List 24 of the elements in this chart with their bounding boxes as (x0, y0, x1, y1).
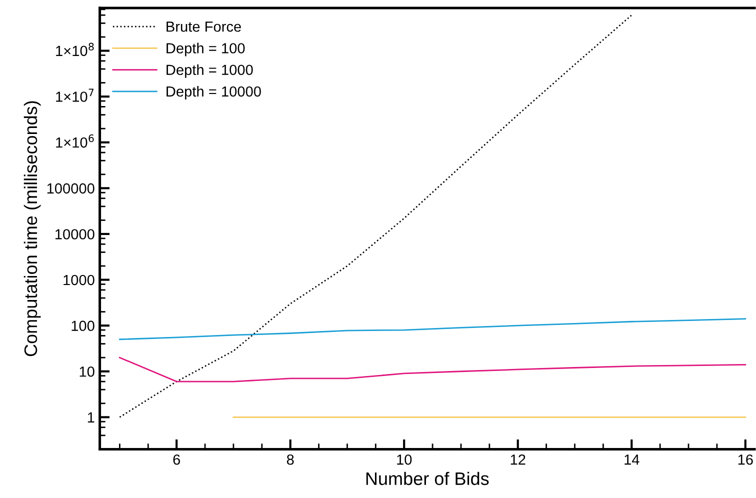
y-tick-label: 100000 (47, 183, 94, 194)
x-axis-title: Number of Bids (366, 472, 489, 486)
x-tick-label: 12 (510, 454, 526, 465)
y-tick-label: 1000 (64, 274, 94, 286)
legend-label: Brute Force (166, 22, 241, 32)
legend-label: Depth = 100 (166, 42, 245, 56)
y-tick-label: 1×10$^{6}$ (56, 134, 94, 148)
y-tick-label: 100 (72, 320, 94, 332)
y-tick-label: 1 (88, 412, 94, 422)
line-series (119, 356, 746, 382)
legend-label: Depth = 10000 (166, 86, 261, 100)
line-series (119, 14, 632, 418)
y-tick-label: 1×10$^{7}$ (56, 88, 94, 102)
legend-label: Depth = 1000 (166, 64, 253, 78)
x-tick-label: 14 (624, 454, 640, 465)
y-tick-label: 10 (80, 366, 94, 377)
x-tick-label: 16 (738, 454, 753, 465)
y-tick-label: 10000 (55, 229, 94, 240)
x-tick-label: 10 (397, 454, 412, 465)
y-axis-title: Computation time (milliseconds) (24, 101, 41, 356)
y-tick-label: 1×10$^{8}$ (56, 42, 94, 56)
x-tick-label: 6 (173, 454, 180, 465)
x-tick-label: 8 (286, 454, 294, 465)
line-series (119, 318, 746, 340)
